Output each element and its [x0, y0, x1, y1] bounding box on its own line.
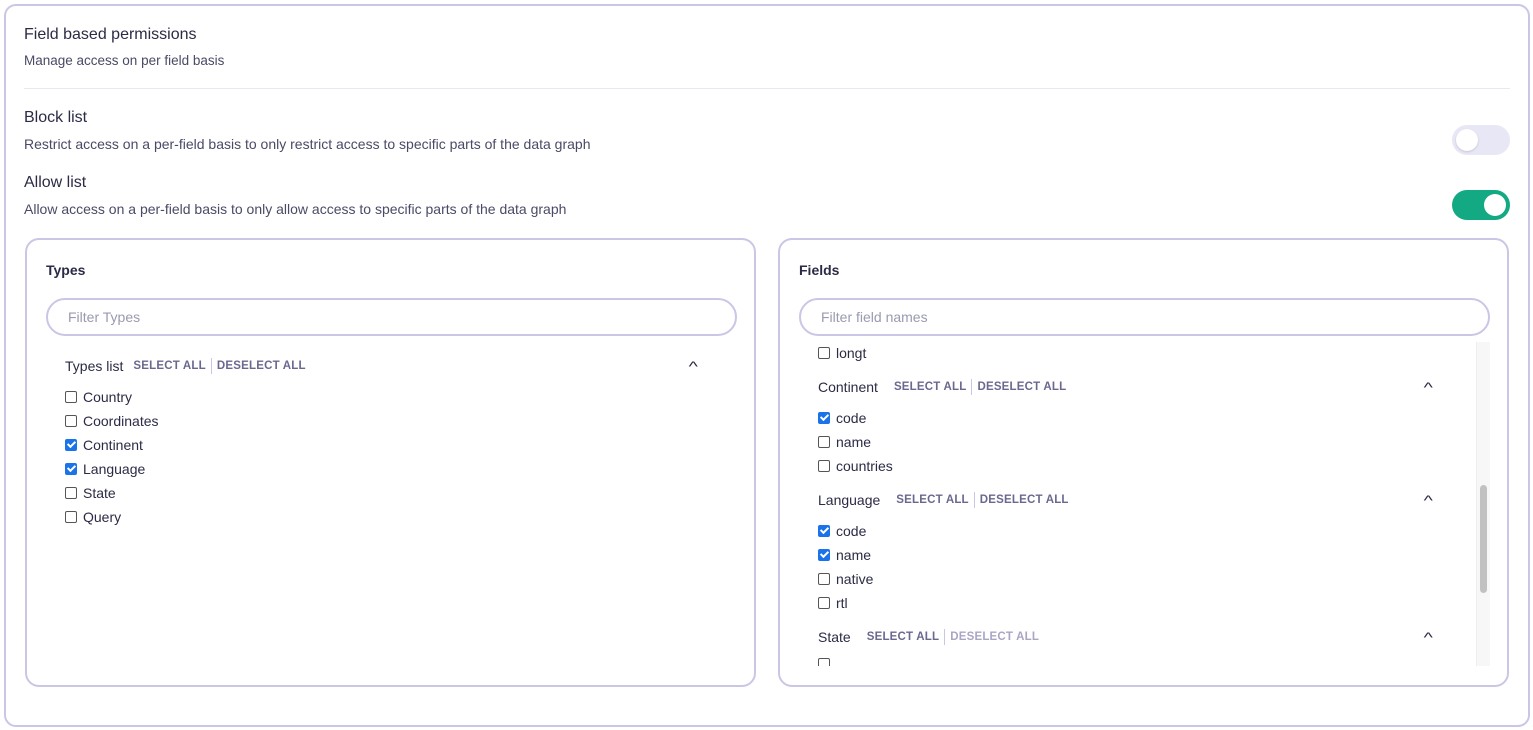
- checkbox[interactable]: [818, 347, 830, 359]
- field-item[interactable]: code: [818, 523, 866, 539]
- group-name: State: [818, 629, 851, 645]
- checkbox-label: Query: [83, 509, 122, 525]
- fields-title: Fields: [799, 262, 840, 278]
- deselect-all-button[interactable]: DESELECT ALL: [977, 381, 1067, 393]
- checkbox[interactable]: [65, 439, 77, 451]
- field-item[interactable]: countries: [818, 458, 893, 474]
- filter-fields-input[interactable]: [799, 298, 1490, 336]
- block-list-toggle[interactable]: [1452, 125, 1510, 155]
- checkbox-label: State: [83, 485, 116, 501]
- field-item[interactable]: [818, 658, 836, 666]
- deselect-all-button[interactable]: DESELECT ALL: [216, 360, 306, 372]
- field-item[interactable]: name: [818, 434, 871, 450]
- checkbox[interactable]: [65, 415, 77, 427]
- checkbox-label: name: [836, 547, 872, 563]
- checkbox[interactable]: [65, 487, 77, 499]
- checkbox-label: native: [836, 571, 874, 587]
- allow-list-description: Allow access on a per-field basis to onl…: [24, 201, 567, 217]
- fields-panel: Fields longt Continent SELECT ALL DESELECT …: [778, 238, 1509, 687]
- select-all-button[interactable]: SELECT ALL: [896, 494, 969, 506]
- types-panel: Types Types list SELECT ALL DESELECT ALL…: [25, 238, 756, 687]
- field-item[interactable]: native: [818, 571, 873, 587]
- checkbox[interactable]: [818, 460, 830, 472]
- types-title: Types: [46, 262, 86, 278]
- checkbox-label: rtl: [836, 595, 848, 611]
- allow-list-title: Allow list: [24, 174, 87, 191]
- chevron-up-icon[interactable]: ^: [688, 358, 698, 374]
- checkbox-label: code: [836, 410, 867, 426]
- deselect-all-button[interactable]: DESELECT ALL: [950, 631, 1040, 643]
- fields-scroll-area[interactable]: longt Continent SELECT ALL DESELECT ALL ^ cod…: [780, 342, 1507, 666]
- type-item[interactable]: Coordinates: [65, 413, 159, 429]
- checkbox[interactable]: [818, 658, 830, 666]
- checkbox-label: name: [836, 434, 872, 450]
- checkbox-label: countries: [836, 458, 893, 474]
- chevron-up-icon[interactable]: ^: [1423, 492, 1433, 508]
- scrollbar-thumb[interactable]: [1480, 485, 1487, 593]
- field-item[interactable]: rtl: [818, 595, 848, 611]
- field-group-header: Continent SELECT ALL DESELECT ALL: [818, 379, 1066, 395]
- field-item[interactable]: code: [818, 410, 866, 426]
- checkbox[interactable]: [818, 436, 830, 448]
- type-item[interactable]: Query: [65, 509, 121, 525]
- types-list-header: Types list SELECT ALL DESELECT ALL: [65, 358, 306, 374]
- checkbox[interactable]: [818, 525, 830, 537]
- checkbox[interactable]: [65, 511, 77, 523]
- type-item[interactable]: Continent: [65, 437, 143, 453]
- types-list-label: Types list: [65, 358, 124, 374]
- allow-list-toggle[interactable]: [1452, 190, 1510, 220]
- block-list-description: Restrict access on a per-field basis to …: [24, 136, 591, 152]
- checkbox[interactable]: [65, 391, 77, 403]
- field-item[interactable]: name: [818, 547, 871, 563]
- checkbox-label: Continent: [83, 437, 143, 453]
- checkbox-label: longt: [836, 345, 867, 361]
- field-item[interactable]: longt: [818, 345, 866, 361]
- group-name: Language: [818, 492, 881, 508]
- filter-types-input[interactable]: [46, 298, 737, 336]
- checkbox[interactable]: [65, 463, 77, 475]
- type-item[interactable]: Country: [65, 389, 132, 405]
- type-item[interactable]: State: [65, 485, 116, 501]
- block-list-title: Block list: [24, 109, 88, 126]
- type-item[interactable]: Language: [65, 461, 145, 477]
- select-all-button[interactable]: SELECT ALL: [866, 631, 940, 643]
- select-all-button[interactable]: SELECT ALL: [133, 360, 206, 372]
- page-title: Field based permissions: [24, 26, 197, 43]
- field-group-header: Language SELECT ALL DESELECT ALL: [818, 492, 1069, 508]
- checkbox[interactable]: [818, 597, 830, 609]
- checkbox[interactable]: [818, 549, 830, 561]
- checkbox-label: Coordinates: [83, 413, 159, 429]
- deselect-all-button[interactable]: DESELECT ALL: [979, 494, 1069, 506]
- field-permissions-card: [4, 4, 1530, 727]
- checkbox-label: code: [836, 523, 867, 539]
- chevron-up-icon[interactable]: ^: [1423, 629, 1433, 645]
- checkbox[interactable]: [818, 573, 830, 585]
- checkbox-label: Language: [83, 461, 146, 477]
- checkbox-label: Country: [83, 389, 133, 405]
- checkbox[interactable]: [818, 412, 830, 424]
- group-name: Continent: [818, 379, 878, 395]
- chevron-up-icon[interactable]: ^: [1423, 379, 1433, 395]
- select-all-button[interactable]: SELECT ALL: [893, 381, 967, 393]
- page-subtitle: Manage access on per field basis: [24, 53, 225, 68]
- divider: [24, 88, 1510, 89]
- field-group-header: State SELECT ALL DESELECT ALL: [818, 629, 1039, 645]
